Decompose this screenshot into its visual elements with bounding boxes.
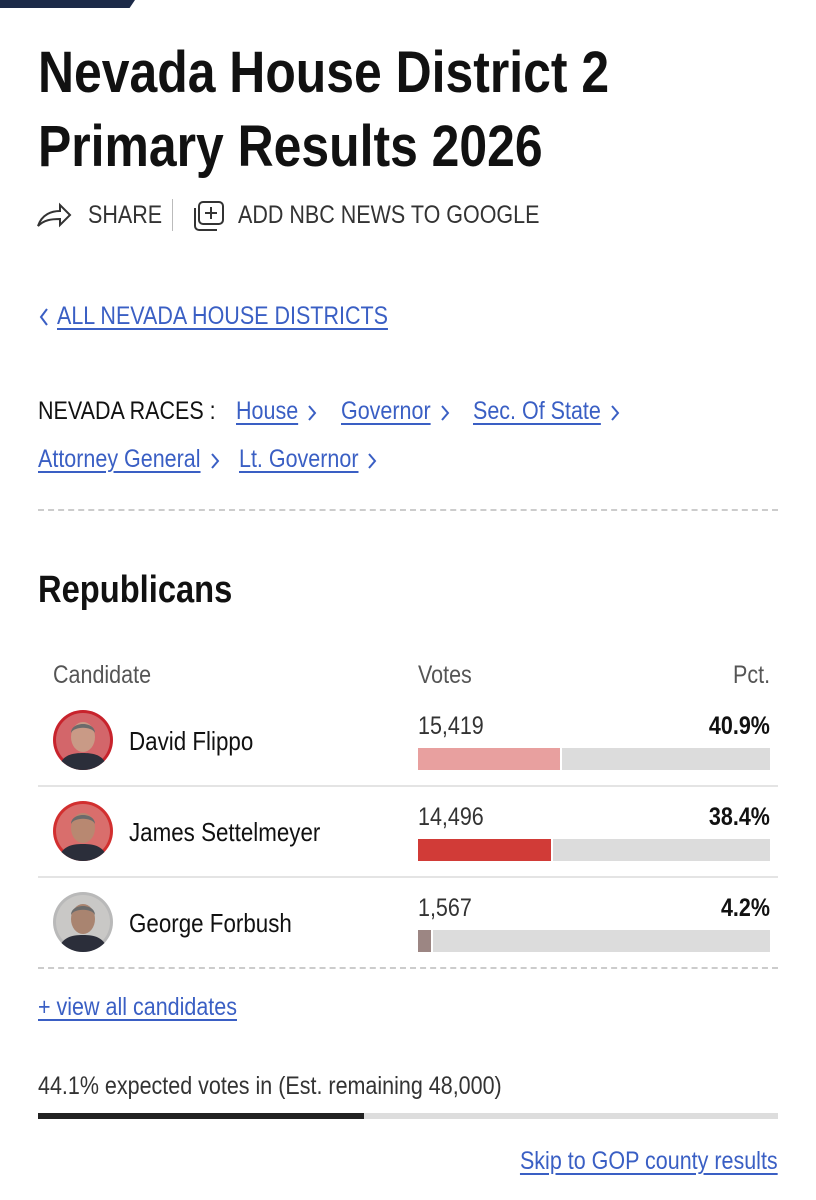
vote-bar <box>418 839 554 861</box>
chevron <box>439 403 451 428</box>
header-candidate: Candidate <box>53 661 152 689</box>
divider <box>172 199 173 231</box>
candidate-photo <box>52 709 114 776</box>
races-label: NEVADA RACES : <box>38 397 216 425</box>
page-title: Nevada House District 2 Primary Results … <box>38 40 610 179</box>
candidate-pct: 4.2% <box>720 894 770 922</box>
candidate-name: George Forbush <box>129 908 292 938</box>
race-link[interactable]: Sec. Of State <box>473 397 601 425</box>
candidate-photo <box>52 891 114 958</box>
row-divider <box>38 876 778 878</box>
header-pct: Pct. <box>732 661 770 689</box>
chevron <box>209 451 221 476</box>
top-bar <box>0 0 135 8</box>
candidate-photo <box>52 800 114 867</box>
back-link[interactable]: ALL NEVADA HOUSE DISTRICTS <box>57 302 388 330</box>
vote-bar <box>418 748 562 770</box>
candidate-name: James Settelmeyer <box>129 817 321 847</box>
expected-text: 44.1% expected votes in (Est. remaining … <box>38 1072 502 1100</box>
progress-track <box>38 1113 778 1119</box>
race-link[interactable]: Attorney General <box>38 445 201 473</box>
bar-track <box>418 748 770 770</box>
separator <box>38 509 778 511</box>
progress-fill <box>38 1113 365 1119</box>
candidate-name: David Flippo <box>129 726 254 756</box>
google-icon[interactable] <box>193 200 227 232</box>
share-icon[interactable] <box>36 200 72 230</box>
section-title: Republicans <box>38 569 233 611</box>
row-divider <box>38 785 778 787</box>
race-link[interactable]: House <box>236 397 299 425</box>
skip-link[interactable]: Skip to GOP county results <box>520 1147 778 1175</box>
share-button[interactable]: SHARE <box>88 201 163 229</box>
bar-track <box>418 930 770 952</box>
race-link[interactable]: Lt. Governor <box>239 445 359 473</box>
chevron <box>306 403 318 428</box>
candidate-pct: 38.4% <box>709 803 770 831</box>
chevron <box>366 451 378 476</box>
candidate-votes: 1,567 <box>418 894 472 922</box>
view-all-link[interactable]: + view all candidates <box>38 993 237 1021</box>
vote-bar <box>418 930 433 952</box>
candidate-votes: 14,496 <box>418 803 484 831</box>
row-divider <box>38 967 778 969</box>
candidate-pct: 40.9% <box>709 712 770 740</box>
candidate-votes: 15,419 <box>418 712 484 740</box>
header-votes: Votes <box>418 661 472 689</box>
back-chevron <box>39 308 48 326</box>
add-to-google[interactable]: ADD NBC NEWS TO GOOGLE <box>238 201 540 229</box>
race-link[interactable]: Governor <box>341 397 431 425</box>
chevron <box>609 403 621 428</box>
bar-track <box>418 839 770 861</box>
